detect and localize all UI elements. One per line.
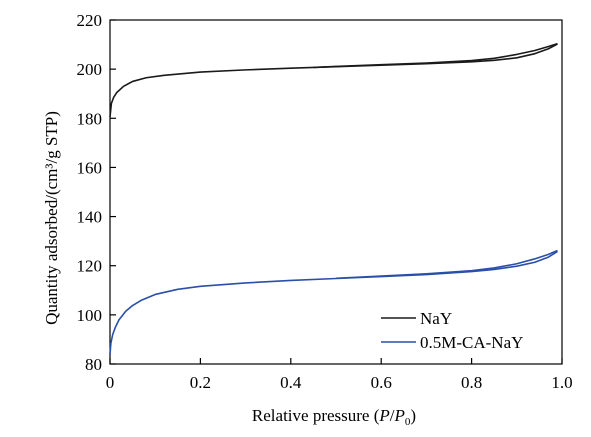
x-tick-label: 0.6 — [371, 373, 392, 392]
legend-label-0-5m-ca-nay: 0.5M-CA-NaY — [420, 333, 523, 352]
x-axis-title-p: P — [378, 406, 389, 425]
y-tick-label: 220 — [77, 11, 103, 30]
y-tick-label: 80 — [85, 355, 102, 374]
x-tick-label: 0 — [106, 373, 115, 392]
y-axis-ticks: 80 100 120 140 160 180 200 220 — [77, 11, 116, 374]
plot-frame — [109, 19, 563, 365]
series-0-5m-ca-nay-desorption-line — [335, 249, 558, 280]
series-layer — [109, 42, 558, 355]
y-tick-label: 140 — [77, 208, 103, 227]
x-axis-title: Relative pressure (P/P0) — [252, 406, 416, 428]
x-tick-label: 0.2 — [190, 373, 211, 392]
x-axis-title-slash: / — [390, 406, 395, 425]
plot-border — [109, 19, 563, 365]
x-axis-title-sub: 0 — [405, 416, 411, 428]
legend-label-nay: NaY — [420, 309, 452, 328]
y-tick-label: 120 — [77, 257, 103, 276]
series-nay-adsorption-line — [109, 43, 558, 118]
x-tick-label: 0.8 — [461, 373, 482, 392]
series-0-5m-ca-nay-adsorption-line — [109, 250, 558, 355]
series-nay-desorption-line — [313, 42, 558, 69]
x-axis-title-main: Relative pressure ( — [252, 406, 380, 425]
x-tick-label: 0.4 — [280, 373, 302, 392]
y-tick-label: 200 — [77, 60, 103, 79]
x-axis-title-close: ) — [410, 406, 416, 425]
x-axis-title-p0: P — [394, 406, 405, 425]
legend: NaY 0.5M-CA-NaY — [381, 309, 523, 352]
x-axis-ticks: 0 0.2 0.4 0.6 0.8 1.0 — [106, 358, 573, 392]
y-tick-label: 180 — [77, 109, 103, 128]
y-tick-label: 100 — [77, 306, 103, 325]
y-axis-title: Quantity adsorbed/(cm³/g STP) — [42, 111, 61, 325]
y-tick-label: 160 — [77, 158, 103, 177]
x-tick-label: 1.0 — [551, 373, 572, 392]
